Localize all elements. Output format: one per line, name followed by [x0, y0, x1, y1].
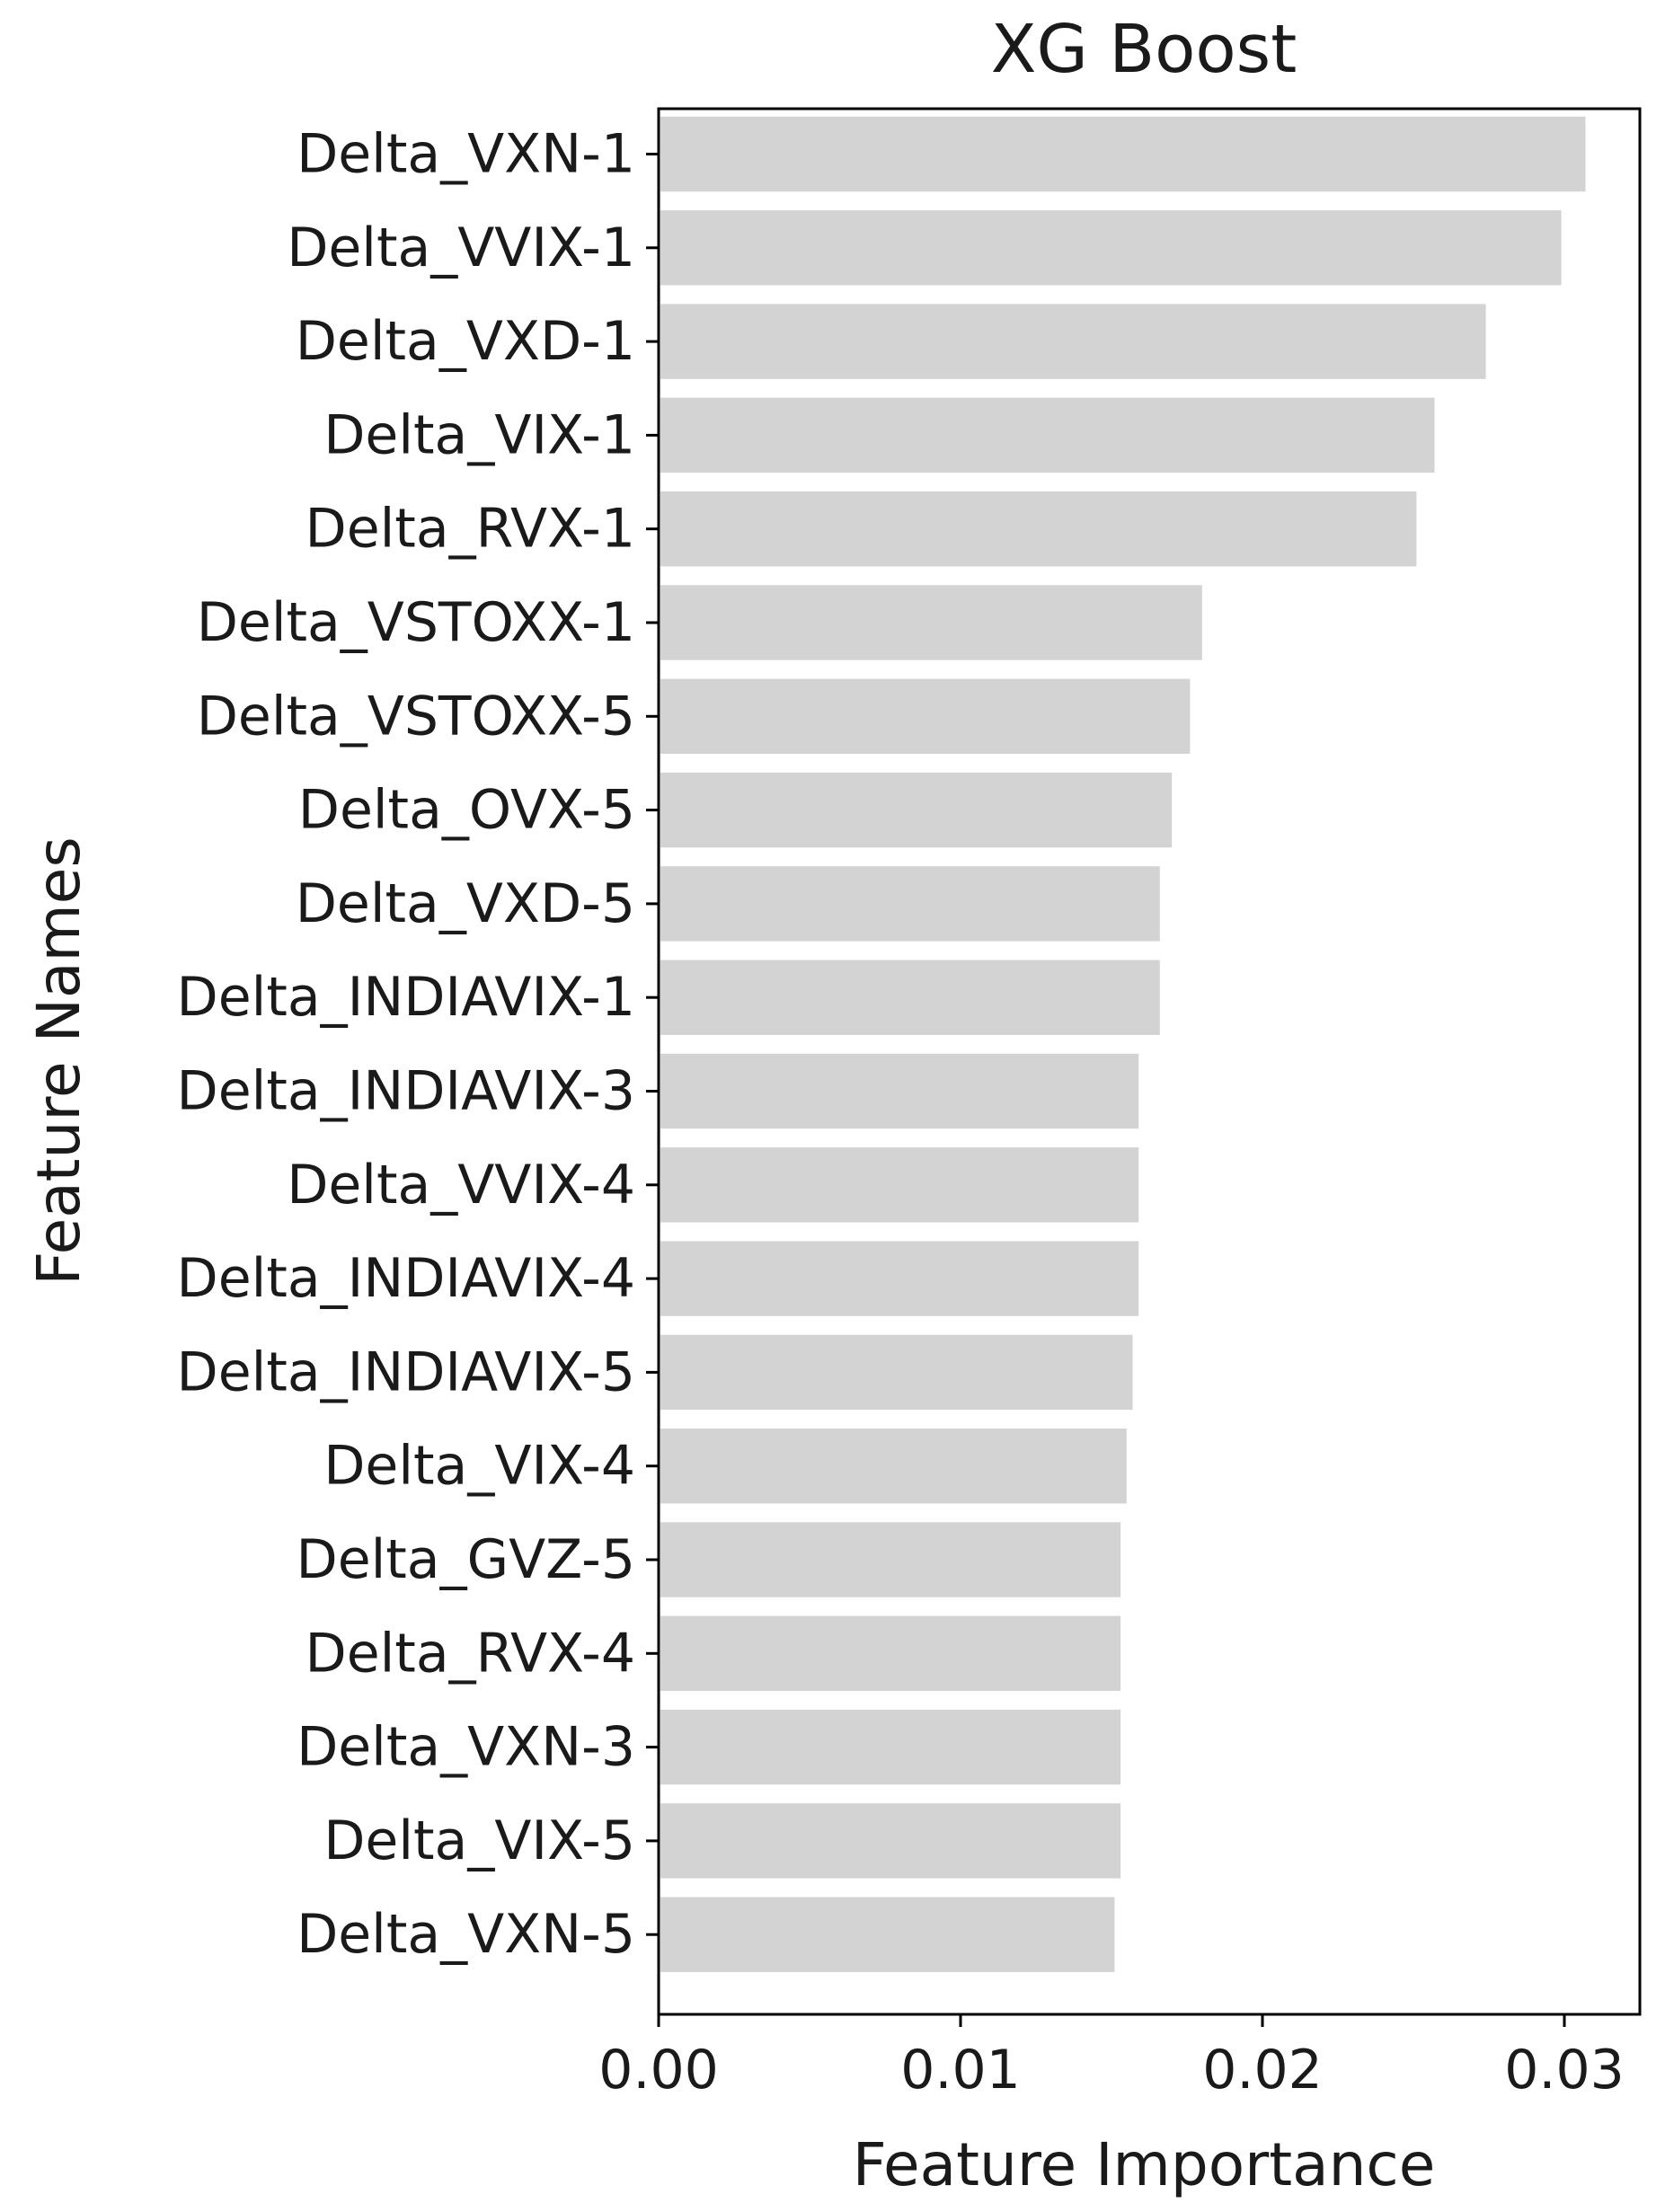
- y-tick-label: Delta_INDIAVIX-1: [177, 966, 635, 1029]
- y-tick-label: Delta_INDIAVIX-4: [177, 1247, 635, 1310]
- y-tick-label: Delta_RVX-4: [306, 1622, 635, 1685]
- y-tick-label: Delta_VIX-5: [323, 1809, 635, 1872]
- bar-delta-rvx-4: [660, 1615, 1121, 1691]
- y-tick-label: Delta_VXD-1: [296, 310, 635, 373]
- y-tick-label: Delta_VSTOXX-5: [197, 685, 635, 748]
- bar-delta-vix-5: [660, 1803, 1121, 1879]
- bar-delta-indiavix-5: [660, 1334, 1133, 1411]
- x-tick-label: 0.02: [1202, 2039, 1323, 2101]
- plot-frame: [657, 107, 1642, 2016]
- y-tick-label: Delta_INDIAVIX-5: [177, 1340, 635, 1403]
- bar-delta-vix-1: [660, 397, 1435, 473]
- y-tick-label: Delta_RVX-1: [306, 498, 635, 561]
- y-tick-label: Delta_OVX-5: [298, 779, 635, 842]
- y-tick-label: Delta_VXD-5: [296, 872, 635, 935]
- y-tick-label: Delta_VVIX-1: [287, 217, 635, 279]
- y-tick-label: Delta_INDIAVIX-3: [177, 1060, 635, 1123]
- y-axis-label: Feature Names: [24, 836, 93, 1285]
- chart-title: XG Boost: [991, 11, 1297, 88]
- y-tick-label: Delta_VSTOXX-1: [197, 591, 635, 654]
- y-tick-label: Delta_VXN-5: [297, 1903, 635, 1966]
- bars-layer: [660, 116, 1586, 1972]
- y-tick-label: Delta_GVZ-5: [297, 1528, 636, 1591]
- x-tick-label: 0.00: [598, 2039, 719, 2101]
- bar-delta-rvx-1: [660, 491, 1417, 567]
- bar-delta-vxn-1: [660, 116, 1586, 192]
- bar-delta-vstoxx-1: [660, 585, 1202, 660]
- bar-delta-vxd-5: [660, 866, 1160, 942]
- bar-delta-vxn-5: [660, 1897, 1115, 1972]
- bar-delta-vix-4: [660, 1429, 1127, 1504]
- bar-delta-vvix-4: [660, 1147, 1139, 1223]
- y-tick-label: Delta_VVIX-4: [287, 1154, 635, 1217]
- bar-delta-indiavix-4: [660, 1241, 1139, 1316]
- bar-delta-ovx-5: [660, 772, 1173, 848]
- bar-delta-indiavix-1: [660, 960, 1160, 1035]
- y-tick-label: Delta_VIX-1: [323, 403, 635, 466]
- y-axis-ticks: Delta_VXN-1 Delta_VVIX-1 Delta_VXD-1 Delta_…: [177, 123, 659, 1966]
- y-tick-label: Delta_VIX-4: [323, 1435, 635, 1498]
- x-axis-ticks: 0.00 0.01 0.02 0.03: [598, 2014, 1625, 2101]
- x-tick-label: 0.01: [900, 2039, 1021, 2101]
- bar-delta-vxn-3: [660, 1709, 1121, 1785]
- x-tick-label: 0.03: [1504, 2039, 1625, 2101]
- bar-delta-vstoxx-5: [660, 678, 1191, 754]
- bar-delta-vxd-1: [660, 304, 1486, 379]
- x-axis-label: Feature Importance: [853, 2130, 1436, 2199]
- bar-delta-gvz-5: [660, 1522, 1121, 1597]
- y-tick-label: Delta_VXN-1: [297, 123, 635, 186]
- bar-delta-indiavix-3: [660, 1053, 1139, 1129]
- bar-delta-vvix-1: [660, 210, 1562, 286]
- y-tick-label: Delta_VXN-3: [297, 1716, 635, 1779]
